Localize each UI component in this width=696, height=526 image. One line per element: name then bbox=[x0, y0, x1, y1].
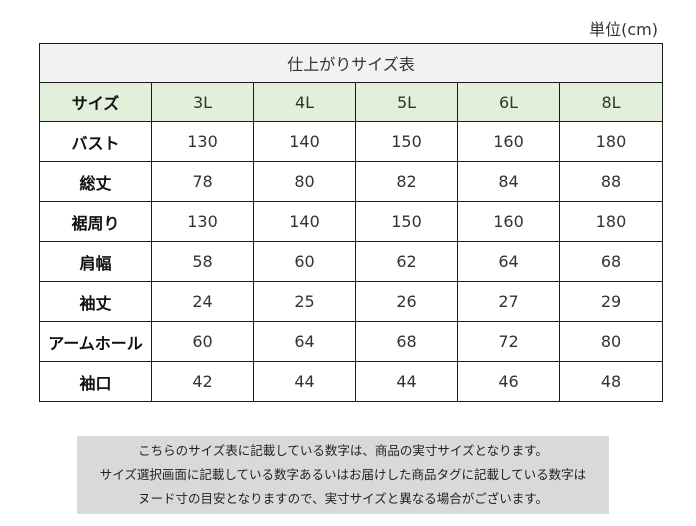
table-cell: 78 bbox=[151, 161, 254, 202]
table-cell: 46 bbox=[457, 361, 560, 402]
row-label: 総丈 bbox=[39, 161, 152, 202]
table-cell: 84 bbox=[457, 161, 560, 202]
table-row: 袖口 42 44 44 46 48 bbox=[39, 361, 663, 402]
size-header-cell: 8L bbox=[559, 82, 663, 122]
row-label: 袖口 bbox=[39, 361, 152, 402]
table-cell: 24 bbox=[151, 281, 254, 322]
size-header-cell: 3L bbox=[151, 82, 254, 122]
unit-label: 単位(cm) bbox=[589, 20, 658, 39]
table-title-row: 仕上がりサイズ表 bbox=[39, 43, 663, 83]
size-header-label: サイズ bbox=[39, 82, 152, 122]
table-cell: 62 bbox=[355, 241, 458, 282]
table-cell: 27 bbox=[457, 281, 560, 322]
table-cell: 60 bbox=[253, 241, 356, 282]
table-cell: 88 bbox=[559, 161, 663, 202]
table-cell: 48 bbox=[559, 361, 663, 402]
table-row: アームホール 60 64 68 72 80 bbox=[39, 321, 663, 362]
row-label: 袖丈 bbox=[39, 281, 152, 322]
note-line: ヌード寸の目安となりますので、実寸サイズと異なる場合がございます。 bbox=[137, 491, 548, 506]
table-cell: 26 bbox=[355, 281, 458, 322]
note-line: サイズ選択画面に記載している数字あるいはお届けした商品タグに記載している数字は bbox=[99, 467, 587, 482]
table-cell: 25 bbox=[253, 281, 356, 322]
table-cell: 130 bbox=[151, 121, 254, 162]
table-cell: 60 bbox=[151, 321, 254, 362]
table-row: 袖丈 24 25 26 27 29 bbox=[39, 281, 663, 322]
table-cell: 72 bbox=[457, 321, 560, 362]
table-cell: 140 bbox=[253, 121, 356, 162]
table-cell: 44 bbox=[253, 361, 356, 402]
table-title: 仕上がりサイズ表 bbox=[39, 43, 663, 83]
table-cell: 150 bbox=[355, 201, 458, 242]
table-cell: 180 bbox=[559, 201, 663, 242]
row-label: 裾周り bbox=[39, 201, 152, 242]
row-label: バスト bbox=[39, 121, 152, 162]
table-cell: 58 bbox=[151, 241, 254, 282]
size-table: 仕上がりサイズ表 サイズ 3L 4L 5L 6L 8L バスト 130 140 … bbox=[39, 43, 663, 402]
row-label: アームホール bbox=[39, 321, 152, 362]
size-header-cell: 6L bbox=[457, 82, 560, 122]
table-cell: 42 bbox=[151, 361, 254, 402]
table-cell: 130 bbox=[151, 201, 254, 242]
size-header-cell: 4L bbox=[253, 82, 356, 122]
size-header-row: サイズ 3L 4L 5L 6L 8L bbox=[39, 82, 663, 122]
table-cell: 44 bbox=[355, 361, 458, 402]
table-row: 総丈 78 80 82 84 88 bbox=[39, 161, 663, 202]
table-cell: 80 bbox=[559, 321, 663, 362]
size-note-box: こちらのサイズ表に記載している数字は、商品の実寸サイズとなります。 サイズ選択画… bbox=[77, 436, 609, 514]
table-cell: 150 bbox=[355, 121, 458, 162]
size-header-cell: 5L bbox=[355, 82, 458, 122]
table-cell: 82 bbox=[355, 161, 458, 202]
table-cell: 160 bbox=[457, 121, 560, 162]
table-cell: 29 bbox=[559, 281, 663, 322]
table-row: 裾周り 130 140 150 160 180 bbox=[39, 201, 663, 242]
table-row: バスト 130 140 150 160 180 bbox=[39, 121, 663, 162]
table-cell: 68 bbox=[355, 321, 458, 362]
table-cell: 64 bbox=[253, 321, 356, 362]
table-cell: 140 bbox=[253, 201, 356, 242]
table-cell: 64 bbox=[457, 241, 560, 282]
table-cell: 68 bbox=[559, 241, 663, 282]
table-row: 肩幅 58 60 62 64 68 bbox=[39, 241, 663, 282]
row-label: 肩幅 bbox=[39, 241, 152, 282]
table-cell: 160 bbox=[457, 201, 560, 242]
table-cell: 80 bbox=[253, 161, 356, 202]
table-cell: 180 bbox=[559, 121, 663, 162]
note-line: こちらのサイズ表に記載している数字は、商品の実寸サイズとなります。 bbox=[138, 443, 548, 458]
